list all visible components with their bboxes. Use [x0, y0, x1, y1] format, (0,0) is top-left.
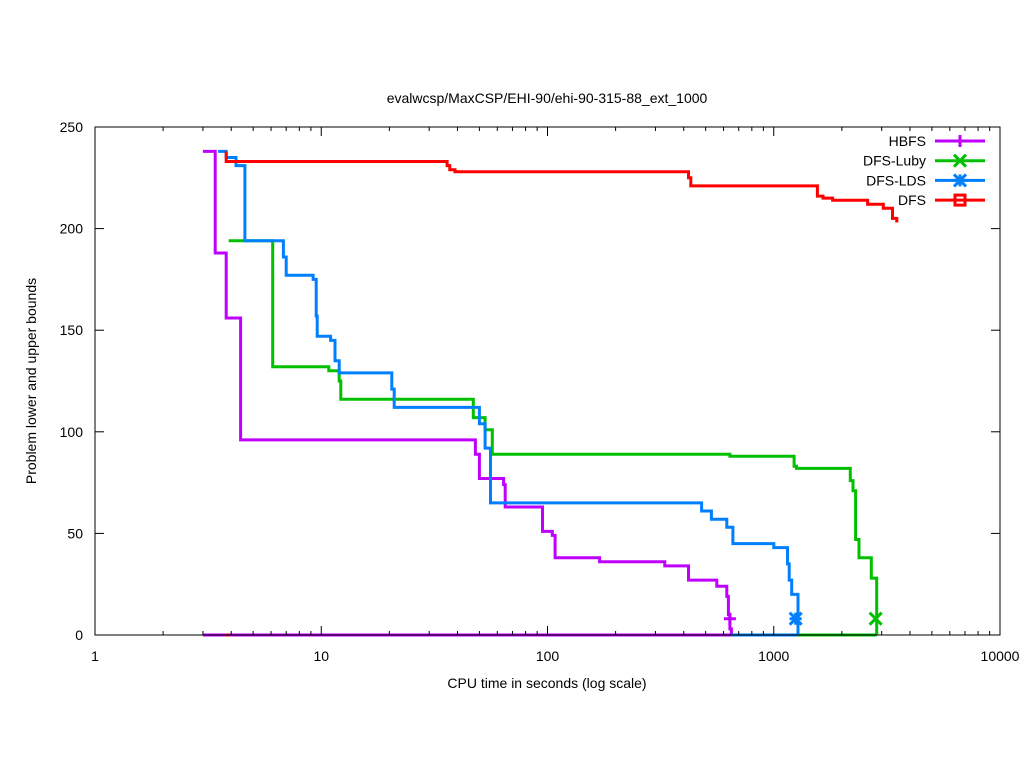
x-tick-label: 10000 — [981, 648, 1020, 664]
legend-marker-square-icon — [953, 193, 967, 207]
series-dfs-upper-bound — [224, 151, 899, 223]
legend-label: HBFS — [889, 133, 926, 149]
x-tick-label: 1 — [91, 648, 99, 664]
series-dfs-lds-end-marker — [788, 611, 803, 626]
y-tick-label: 200 — [60, 221, 84, 237]
y-ticks: 0 50 100 150 200 250 — [60, 119, 1000, 643]
y-tick-label: 100 — [60, 424, 84, 440]
series-hbfs-end-marker — [723, 612, 736, 625]
legend-marker-cross-icon — [952, 153, 968, 168]
y-tick-label: 50 — [67, 525, 83, 541]
legend-marker-star-icon — [952, 173, 968, 188]
y-tick-label: 150 — [60, 322, 84, 338]
legend-item-hbfs: HBFS — [889, 133, 985, 149]
y-tick-label: 250 — [60, 119, 84, 135]
legend: HBFS DFS-Luby DFS-LDS DFS — [863, 133, 985, 208]
legend-marker-plus-icon — [954, 135, 966, 147]
legend-label: DFS-LDS — [866, 172, 926, 188]
legend-label: DFS-Luby — [863, 153, 926, 169]
chart-title: evalwcsp/MaxCSP/EHI-90/ehi-90-315-88_ext… — [387, 90, 708, 106]
legend-item-dfs-lds: DFS-LDS — [866, 172, 985, 188]
series-hbfs-upper-bound — [202, 149, 733, 635]
legend-item-dfs: DFS — [898, 192, 985, 208]
y-axis-label: Problem lower and upper bounds — [23, 278, 39, 484]
x-tick-label: 1000 — [758, 648, 789, 664]
x-tick-label: 10 — [313, 648, 329, 664]
series-dfs-luby-end-marker — [868, 611, 883, 626]
x-axis-label: CPU time in seconds (log scale) — [447, 675, 646, 691]
plot-curves — [202, 149, 899, 637]
x-tick-label: 100 — [536, 648, 560, 664]
legend-item-dfs-luby: DFS-Luby — [863, 153, 985, 169]
series-dfs-lds-upper-bound — [218, 149, 800, 635]
y-tick-label: 0 — [75, 627, 83, 643]
legend-label: DFS — [898, 192, 926, 208]
series-dfs-luby-upper-bound — [228, 239, 879, 635]
x-ticks: 1 10 100 1000 10000 — [91, 127, 1020, 664]
